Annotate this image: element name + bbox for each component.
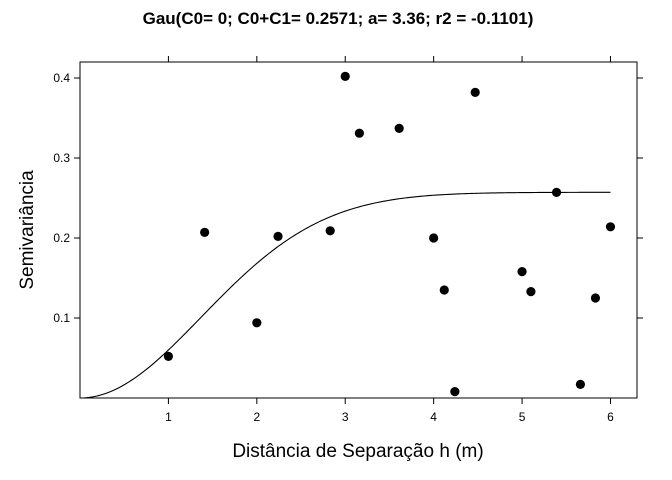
y-tick-label-4: 0.4 [53,71,70,85]
data-point-7 [354,128,364,138]
y-tick-label-1: 0.1 [53,311,70,325]
data-point-18 [605,222,616,232]
plot-frame [79,61,638,399]
data-point-16 [575,379,586,389]
y-tick-label-2: 0.2 [53,231,70,245]
data-point-9 [429,233,439,243]
data-point-1 [163,351,174,361]
x-tick-label-5: 5 [519,410,526,424]
data-point-4 [273,231,283,241]
data-points [163,71,616,397]
data-point-10 [439,285,449,295]
data-point-13 [517,267,527,277]
gaussian-model-curve [84,191,611,399]
y-tick-label-3: 0.3 [53,151,70,165]
data-point-5 [325,226,335,236]
data-point-14 [526,287,536,297]
data-point-11 [450,387,460,397]
y-axis-label: Semivariância [17,170,38,290]
x-axis-label: Distância de Separação h (m) [232,441,483,462]
data-point-8 [394,123,404,133]
data-point-15 [551,187,562,197]
y-axis: 0.1 0.2 0.3 0.4 [53,71,643,325]
data-point-2 [200,227,210,237]
data-point-6 [340,71,350,81]
data-point-17 [590,293,601,303]
x-tick-label-1: 1 [165,410,172,424]
data-point-3 [252,318,262,328]
x-tick-label-3: 3 [342,410,349,424]
x-tick-label-2: 2 [253,410,260,424]
x-tick-label-6: 6 [607,410,614,424]
x-axis: 1 2 3 4 5 6 [165,56,614,424]
data-point-12 [470,87,480,97]
chart-title: Gau(C0= 0; C0+C1= 0.2571; a= 3.36; r2 = … [143,9,534,28]
x-tick-label-4: 4 [430,410,437,424]
